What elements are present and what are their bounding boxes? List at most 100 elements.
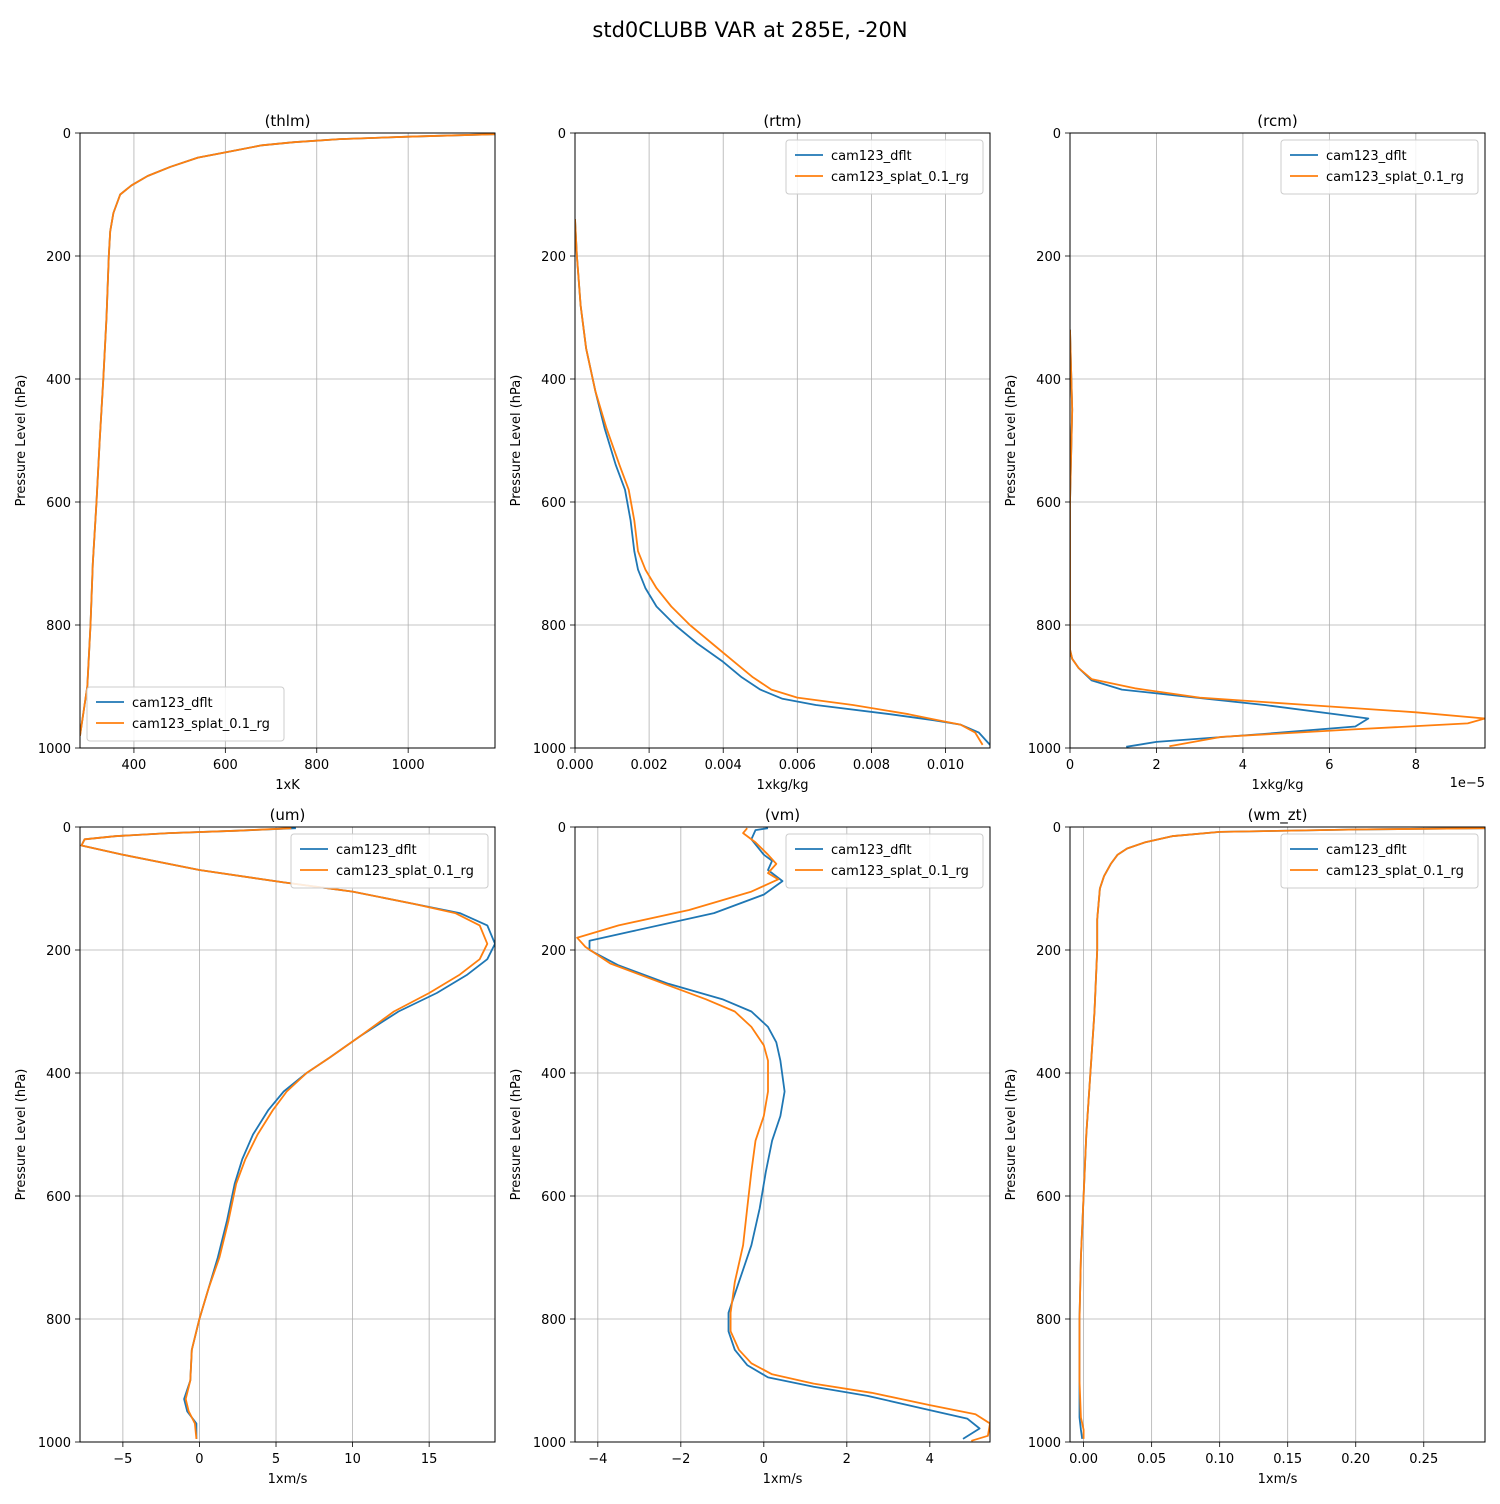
legend-label: cam123_splat_0.1_rg [336,864,474,879]
y-tick-label: 1000 [38,1436,71,1451]
y-tick-label: 400 [541,373,566,388]
axes-frame [1069,132,1486,749]
y-tick-label: 600 [46,496,71,511]
y-tick-label: 800 [541,619,566,634]
x-tick-label: 0.00 [1069,1452,1098,1467]
x-axis-label: 1xkg/kg [757,778,809,793]
x-tick-label: 5 [272,1452,280,1467]
y-tick-label: 1000 [38,742,71,757]
x-tick-label: 0.010 [927,758,964,773]
axes-frame [79,826,496,1443]
subplot-title: (thlm) [265,112,311,130]
subplot-rtm: 0.000 0.002 0.004 0.006 0.008 0.010 0 200 400 600… [509,112,991,793]
legend: cam123_dflt cam123_splat_0.1_rg [1280,833,1479,889]
figure-title: std0CLUBB VAR at 285E, -20N [592,18,907,42]
subplot-title: (um) [270,806,306,824]
y-tick-label: 200 [46,944,71,959]
y-axis-label: Pressure Level (hPa) [14,375,29,507]
x-tick-label: 0 [195,1452,203,1467]
y-tick-label: 200 [541,250,566,265]
y-tick-label: 0 [1053,821,1061,836]
y-tick-label: 1000 [1028,1436,1061,1451]
subplot-um: −5 0 5 10 15 0 200 400 600 800 1000 (um) 1xm/s Pressu… [14,806,496,1487]
x-axis-label: 1xK [275,778,300,793]
series-line-cam123_splat_0.1_rg [576,827,990,1442]
legend-box [290,833,489,889]
series-line-cam123_splat_0.1_rg [1070,329,1485,748]
y-axis-label: Pressure Level (hPa) [1004,375,1019,507]
x-tick-label: 6 [1325,758,1333,773]
legend-label: cam123_dflt [831,149,912,164]
x-tick-label: 2 [1152,758,1160,773]
y-axis-label: Pressure Level (hPa) [1004,1069,1019,1201]
y-tick-label: 200 [1036,944,1061,959]
y-tick-label: 200 [541,944,566,959]
subplot-thlm: 400 600 800 1000 0 200 400 600 800 1000 (thlm) 1xK P… [14,112,496,793]
y-tick-label: 800 [1036,1313,1061,1328]
legend-box [785,139,984,195]
y-tick-label: 0 [63,127,71,142]
x-tick-label: 0 [1066,758,1074,773]
legend: cam123_dflt cam123_splat_0.1_rg [1280,139,1479,195]
x-tick-label: 400 [122,758,147,773]
y-tick-label: 1000 [1028,742,1061,757]
x-tick-label: −5 [113,1452,132,1467]
y-tick-label: 400 [1036,1067,1061,1082]
y-tick-label: 800 [541,1313,566,1328]
legend: cam123_dflt cam123_splat_0.1_rg [290,833,489,889]
y-tick-label: 600 [1036,1190,1061,1205]
x-tick-label: 2 [843,1452,851,1467]
series-line-cam123_dflt [1078,827,1485,1440]
legend-label: cam123_dflt [132,696,213,711]
series-line-cam123_splat_0.1_rg [575,219,984,746]
series-line-cam123_dflt [1070,329,1370,748]
legend-box [1280,139,1479,195]
legend-label: cam123_splat_0.1_rg [1326,170,1464,185]
y-tick-label: 0 [558,127,566,142]
legend-label: cam123_splat_0.1_rg [831,170,969,185]
series-line-cam123_dflt [80,827,495,1439]
x-tick-label: 10 [344,1452,361,1467]
x-tick-label: 4 [926,1452,934,1467]
legend-label: cam123_dflt [1326,843,1407,858]
legend-label: cam123_splat_0.1_rg [1326,864,1464,879]
legend-box [785,833,984,889]
y-tick-label: 800 [46,619,71,634]
x-tick-label: 800 [304,758,329,773]
x-tick-label: 0.008 [853,758,890,773]
x-tick-label: 0.25 [1409,1452,1438,1467]
legend-label: cam123_dflt [336,843,417,858]
y-tick-label: 1000 [533,1436,566,1451]
y-axis-label: Pressure Level (hPa) [14,1069,29,1201]
y-tick-label: 0 [558,821,566,836]
legend: cam123_dflt cam123_splat_0.1_rg [785,833,984,889]
y-tick-label: 200 [46,250,71,265]
x-tick-label: 0.002 [630,758,667,773]
axes-frame [79,132,496,749]
y-tick-label: 0 [63,821,71,836]
legend-label: cam123_splat_0.1_rg [831,864,969,879]
x-tick-label: 0.15 [1273,1452,1302,1467]
y-tick-label: 400 [46,373,71,388]
series-line-cam123_splat_0.1_rg [80,133,495,736]
x-tick-label: −2 [671,1452,690,1467]
x-tick-label: 0.000 [556,758,593,773]
series-line-cam123_dflt [588,827,981,1440]
series-line-cam123_splat_0.1_rg [80,827,489,1439]
x-tick-label: 4 [1239,758,1247,773]
x-axis-label: 1xm/s [763,1472,803,1487]
subplot-title: (rtm) [763,112,801,130]
legend-label: cam123_splat_0.1_rg [132,717,270,732]
y-tick-label: 600 [1036,496,1061,511]
legend-label: cam123_dflt [1326,149,1407,164]
subplot-rcm: 0 2 4 6 8 0 200 400 600 800 1000 (rcm) 1xkg/kg Pressu… [1004,112,1486,793]
y-tick-label: 400 [46,1067,71,1082]
y-tick-label: 400 [1036,373,1061,388]
legend-box [86,686,285,742]
x-tick-label: −4 [588,1452,607,1467]
x-tick-label: 0.20 [1341,1452,1370,1467]
subplot-vm: −4 −2 0 2 4 0 200 400 600 800 1000 (vm) 1xm/s Pressur… [509,806,991,1487]
y-tick-label: 600 [541,1190,566,1205]
